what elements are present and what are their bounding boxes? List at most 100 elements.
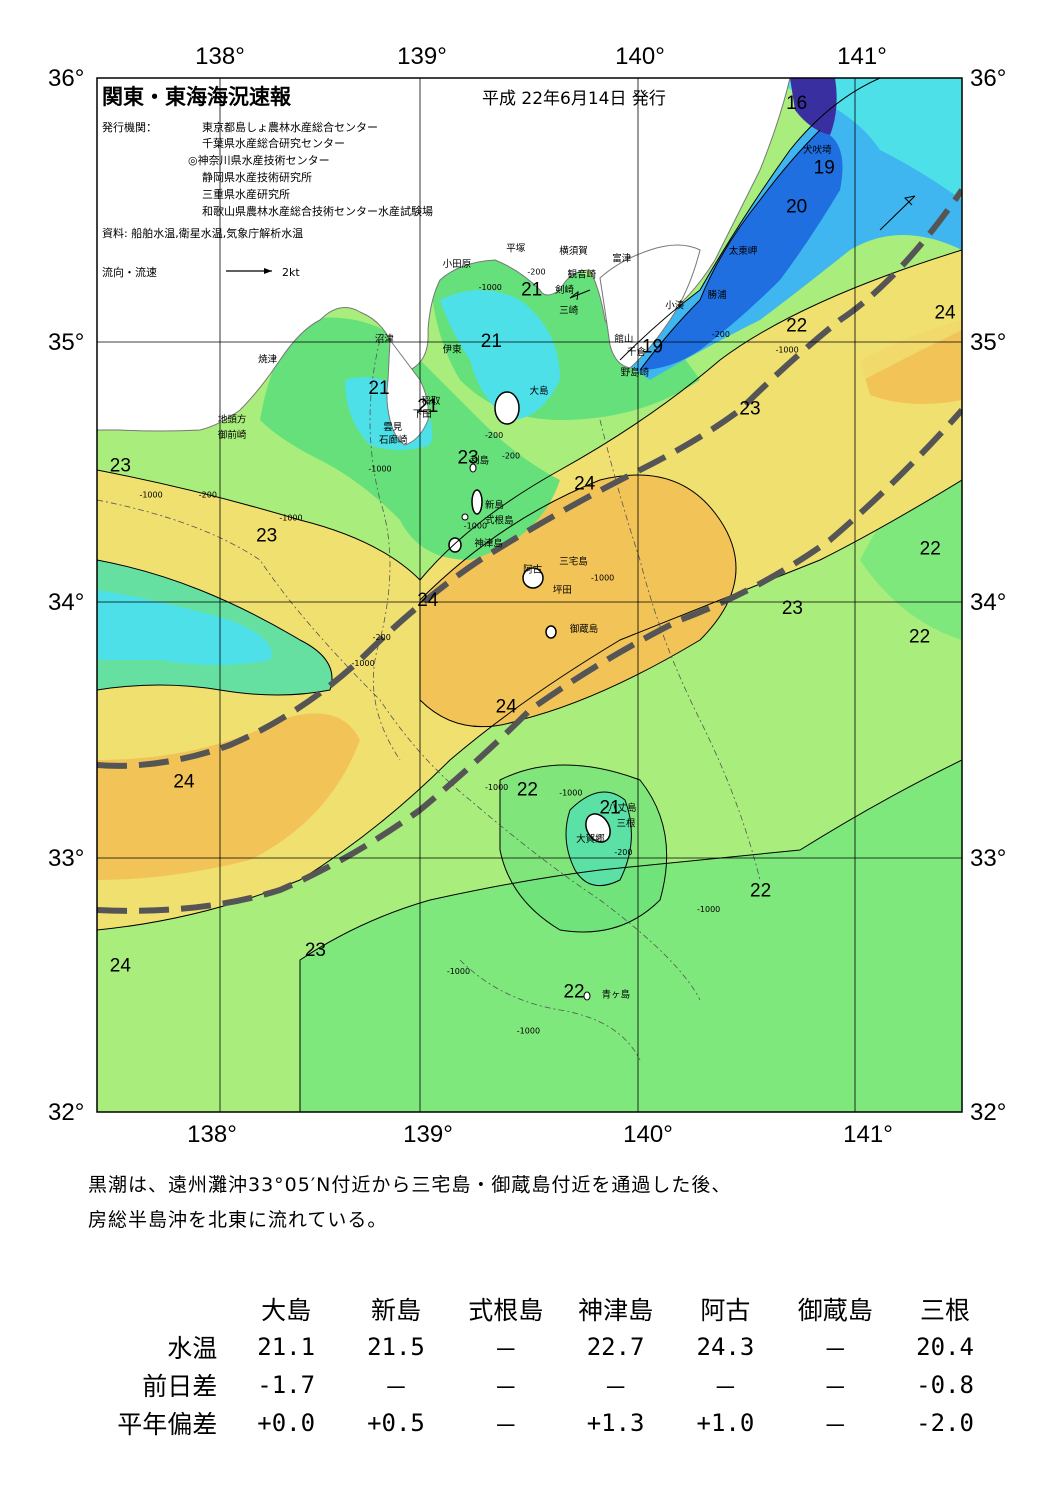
- place-label: 野島崎: [621, 367, 650, 379]
- place-label: 神津島: [474, 538, 503, 550]
- depth-label: -200: [199, 490, 217, 499]
- table-cell: －: [383, 1373, 408, 1402]
- depth-label: -1000: [464, 521, 487, 530]
- isotherm-labels: 16 19 20 21 21 21 21 19 22 24 23 23 23 24 23 22 24 23 22 24…: [110, 93, 956, 1002]
- isotherm-label: 16: [786, 93, 807, 114]
- table-row-day-diff: 前日差 -1.7 － － － － － -0.8: [80, 1366, 1000, 1404]
- table-cell: －: [603, 1373, 628, 1402]
- lat-right-32: 32°: [970, 1099, 1006, 1126]
- lat-left-32: 32°: [48, 1099, 84, 1126]
- place-label: 利島: [470, 455, 489, 467]
- isotherm-label: 23: [256, 525, 277, 546]
- graticule: [97, 78, 962, 1112]
- lat-left-36: 36°: [48, 65, 84, 92]
- isotherm-label: 24: [496, 696, 518, 717]
- lon-top-140: 140°: [615, 43, 665, 70]
- table-cell: +1.3: [586, 1409, 645, 1437]
- isotherm-label: 21: [481, 331, 502, 352]
- col-mine: 三根: [920, 1296, 971, 1325]
- table-cell: －: [493, 1335, 518, 1364]
- depth-label: -1000: [697, 905, 720, 914]
- isotherm-label: 22: [750, 880, 771, 901]
- place-label: 御前崎: [218, 429, 247, 441]
- issue-date: 平成 22年6月14日 発行: [482, 89, 666, 109]
- depth-label: -200: [527, 268, 545, 277]
- place-label: 焼津: [258, 354, 278, 366]
- depth-label: -1000: [485, 783, 508, 792]
- place-label: 観音崎: [568, 268, 597, 280]
- isotherm-label: 21: [600, 797, 621, 818]
- table-cell: 21.1: [257, 1333, 316, 1361]
- zone-22-south: [300, 760, 962, 1112]
- lat-left-35: 35°: [48, 329, 84, 356]
- map-header: 関東・東海海況速報 平成 22年6月14日 発行 発行機関： 東京都島しょ農林水…: [102, 85, 666, 279]
- sea-temperature-map: 138° 139° 140° 141° 138° 139° 140° 141° …: [48, 43, 1006, 1148]
- island-niijima: [471, 489, 483, 515]
- land-izu: [386, 338, 429, 446]
- place-label: 雲見: [383, 422, 403, 433]
- island-aogashima: [583, 991, 591, 1001]
- kuroshio-axis: [97, 188, 962, 914]
- depth-label: -200: [373, 633, 391, 642]
- isotherm-label: 19: [642, 336, 663, 357]
- place-label: 八丈島: [608, 802, 637, 814]
- place-label: 横須賀: [559, 245, 588, 257]
- isotherm-label: 24: [173, 771, 195, 792]
- table-cell: 24.3: [696, 1333, 755, 1361]
- col-niijima: 新島: [370, 1296, 421, 1325]
- place-label: 石廊崎: [379, 434, 408, 446]
- isotherm-label: 21: [417, 396, 438, 417]
- col-shikinejima: 式根島: [468, 1296, 544, 1325]
- place-label: 太東岬: [729, 245, 758, 257]
- place-label: 地頭方: [218, 413, 247, 425]
- place-label: 大島: [530, 385, 549, 397]
- island-mikurajima: [545, 625, 557, 639]
- place-label: 館山: [614, 333, 633, 345]
- lat-right-35: 35°: [970, 329, 1006, 356]
- depth-label: -1000: [517, 1027, 540, 1036]
- depth-label: -1000: [591, 573, 614, 582]
- place-label: 剣崎: [555, 284, 575, 296]
- table-row-water-temp: 水温 21.1 21.5 － 22.7 24.3 － 20.4: [80, 1328, 1000, 1366]
- land-boso: [599, 244, 701, 369]
- lat-left-33: 33°: [48, 845, 84, 872]
- place-label: 御蔵島: [570, 623, 599, 635]
- depth-label: -1000: [775, 345, 798, 354]
- table-cell: +0.5: [367, 1409, 425, 1437]
- island-hachijojima: [585, 813, 611, 843]
- row-label: 前日差: [142, 1372, 218, 1401]
- depth-label: -200: [502, 452, 520, 461]
- issuer-4: 三重県水産研究所: [202, 187, 290, 201]
- col-ako: 阿古: [700, 1296, 751, 1325]
- depth-label: -200: [485, 431, 503, 440]
- place-label: 平塚: [506, 243, 526, 254]
- island-temperature-table: 大島 新島 式根島 神津島 阿古 御蔵島 三根 水温 21.1 21.5 － 2…: [80, 1290, 1000, 1442]
- isotherm-label: 24: [110, 955, 132, 976]
- lon-top-138: 138°: [195, 43, 245, 70]
- isotherm-label: 23: [457, 448, 478, 469]
- depth-label: -1000: [351, 659, 374, 668]
- place-label: 三崎: [559, 305, 579, 317]
- isotherm-label: 24: [417, 590, 439, 611]
- depth-label: -1000: [479, 283, 502, 292]
- flow-arrows: [569, 195, 916, 301]
- isotherm-label: 22: [517, 779, 538, 800]
- summary-text: 黒潮は、遠州灘沖33°05′N付近から三宅島・御蔵島付近を通過した後、 房総半島…: [88, 1168, 988, 1238]
- lon-bottom-138: 138°: [187, 1121, 237, 1148]
- place-label: 伊東: [443, 343, 463, 355]
- axis-labels: 138° 139° 140° 141° 138° 139° 140° 141° …: [48, 43, 1006, 1148]
- isotherm-label: 24: [934, 303, 956, 324]
- table-cell: －: [713, 1373, 738, 1402]
- table-cell: 22.7: [586, 1333, 645, 1361]
- place-label: 富津: [612, 253, 632, 265]
- col-kozushima: 神津島: [578, 1296, 654, 1325]
- place-label: 式根島: [485, 514, 514, 526]
- isotherm-label: 21: [368, 378, 389, 399]
- lon-top-141: 141°: [837, 43, 887, 70]
- depth-label: -1000: [447, 967, 470, 976]
- lat-right-34: 34°: [970, 589, 1006, 616]
- table-cell: －: [823, 1335, 848, 1364]
- place-label: 青ヶ島: [602, 988, 631, 1000]
- issuer-3: 静岡県水産技術研究所: [202, 170, 312, 184]
- table-cell: +0.0: [257, 1409, 316, 1437]
